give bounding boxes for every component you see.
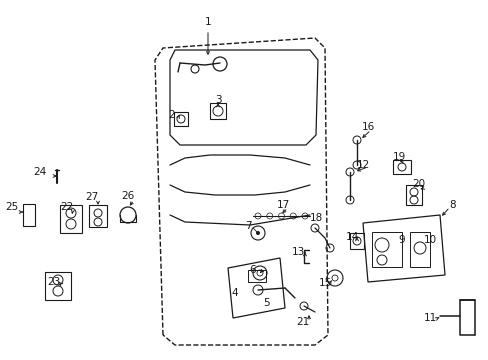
Bar	[209, 103, 225, 119]
Bar	[247, 270, 265, 282]
Text: 18: 18	[309, 213, 322, 223]
Text: 11: 11	[423, 313, 436, 323]
Text: 16: 16	[361, 122, 374, 132]
Text: 13: 13	[291, 247, 304, 257]
Bar	[405, 185, 421, 205]
Bar	[23, 204, 35, 226]
Bar	[392, 160, 410, 174]
Text: 8: 8	[449, 200, 455, 210]
Text: 10: 10	[423, 235, 436, 245]
Text: 19: 19	[391, 152, 405, 162]
Text: 15: 15	[318, 278, 331, 288]
Text: 7: 7	[244, 221, 251, 231]
Bar	[45, 272, 71, 300]
Bar	[174, 112, 187, 126]
Text: 23: 23	[47, 277, 61, 287]
Text: 2: 2	[168, 110, 175, 120]
Text: 4: 4	[231, 288, 238, 298]
Bar	[349, 233, 363, 249]
Text: 9: 9	[398, 235, 405, 245]
Text: 14: 14	[345, 232, 358, 242]
Text: 20: 20	[411, 179, 425, 189]
Text: 6: 6	[249, 265, 256, 275]
Circle shape	[256, 231, 260, 235]
Text: 5: 5	[263, 298, 270, 308]
Text: 21: 21	[296, 317, 309, 327]
Text: 27: 27	[85, 192, 99, 202]
Bar	[409, 232, 429, 267]
Text: 24: 24	[33, 167, 46, 177]
Bar	[60, 205, 82, 233]
Text: 22: 22	[60, 202, 74, 212]
Bar	[89, 205, 107, 227]
Text: 26: 26	[121, 191, 134, 201]
Text: 12: 12	[356, 160, 369, 170]
Text: 1: 1	[204, 17, 211, 27]
Text: 3: 3	[214, 95, 221, 105]
Text: 17: 17	[276, 200, 289, 210]
Text: 25: 25	[5, 202, 19, 212]
Bar	[371, 232, 401, 267]
